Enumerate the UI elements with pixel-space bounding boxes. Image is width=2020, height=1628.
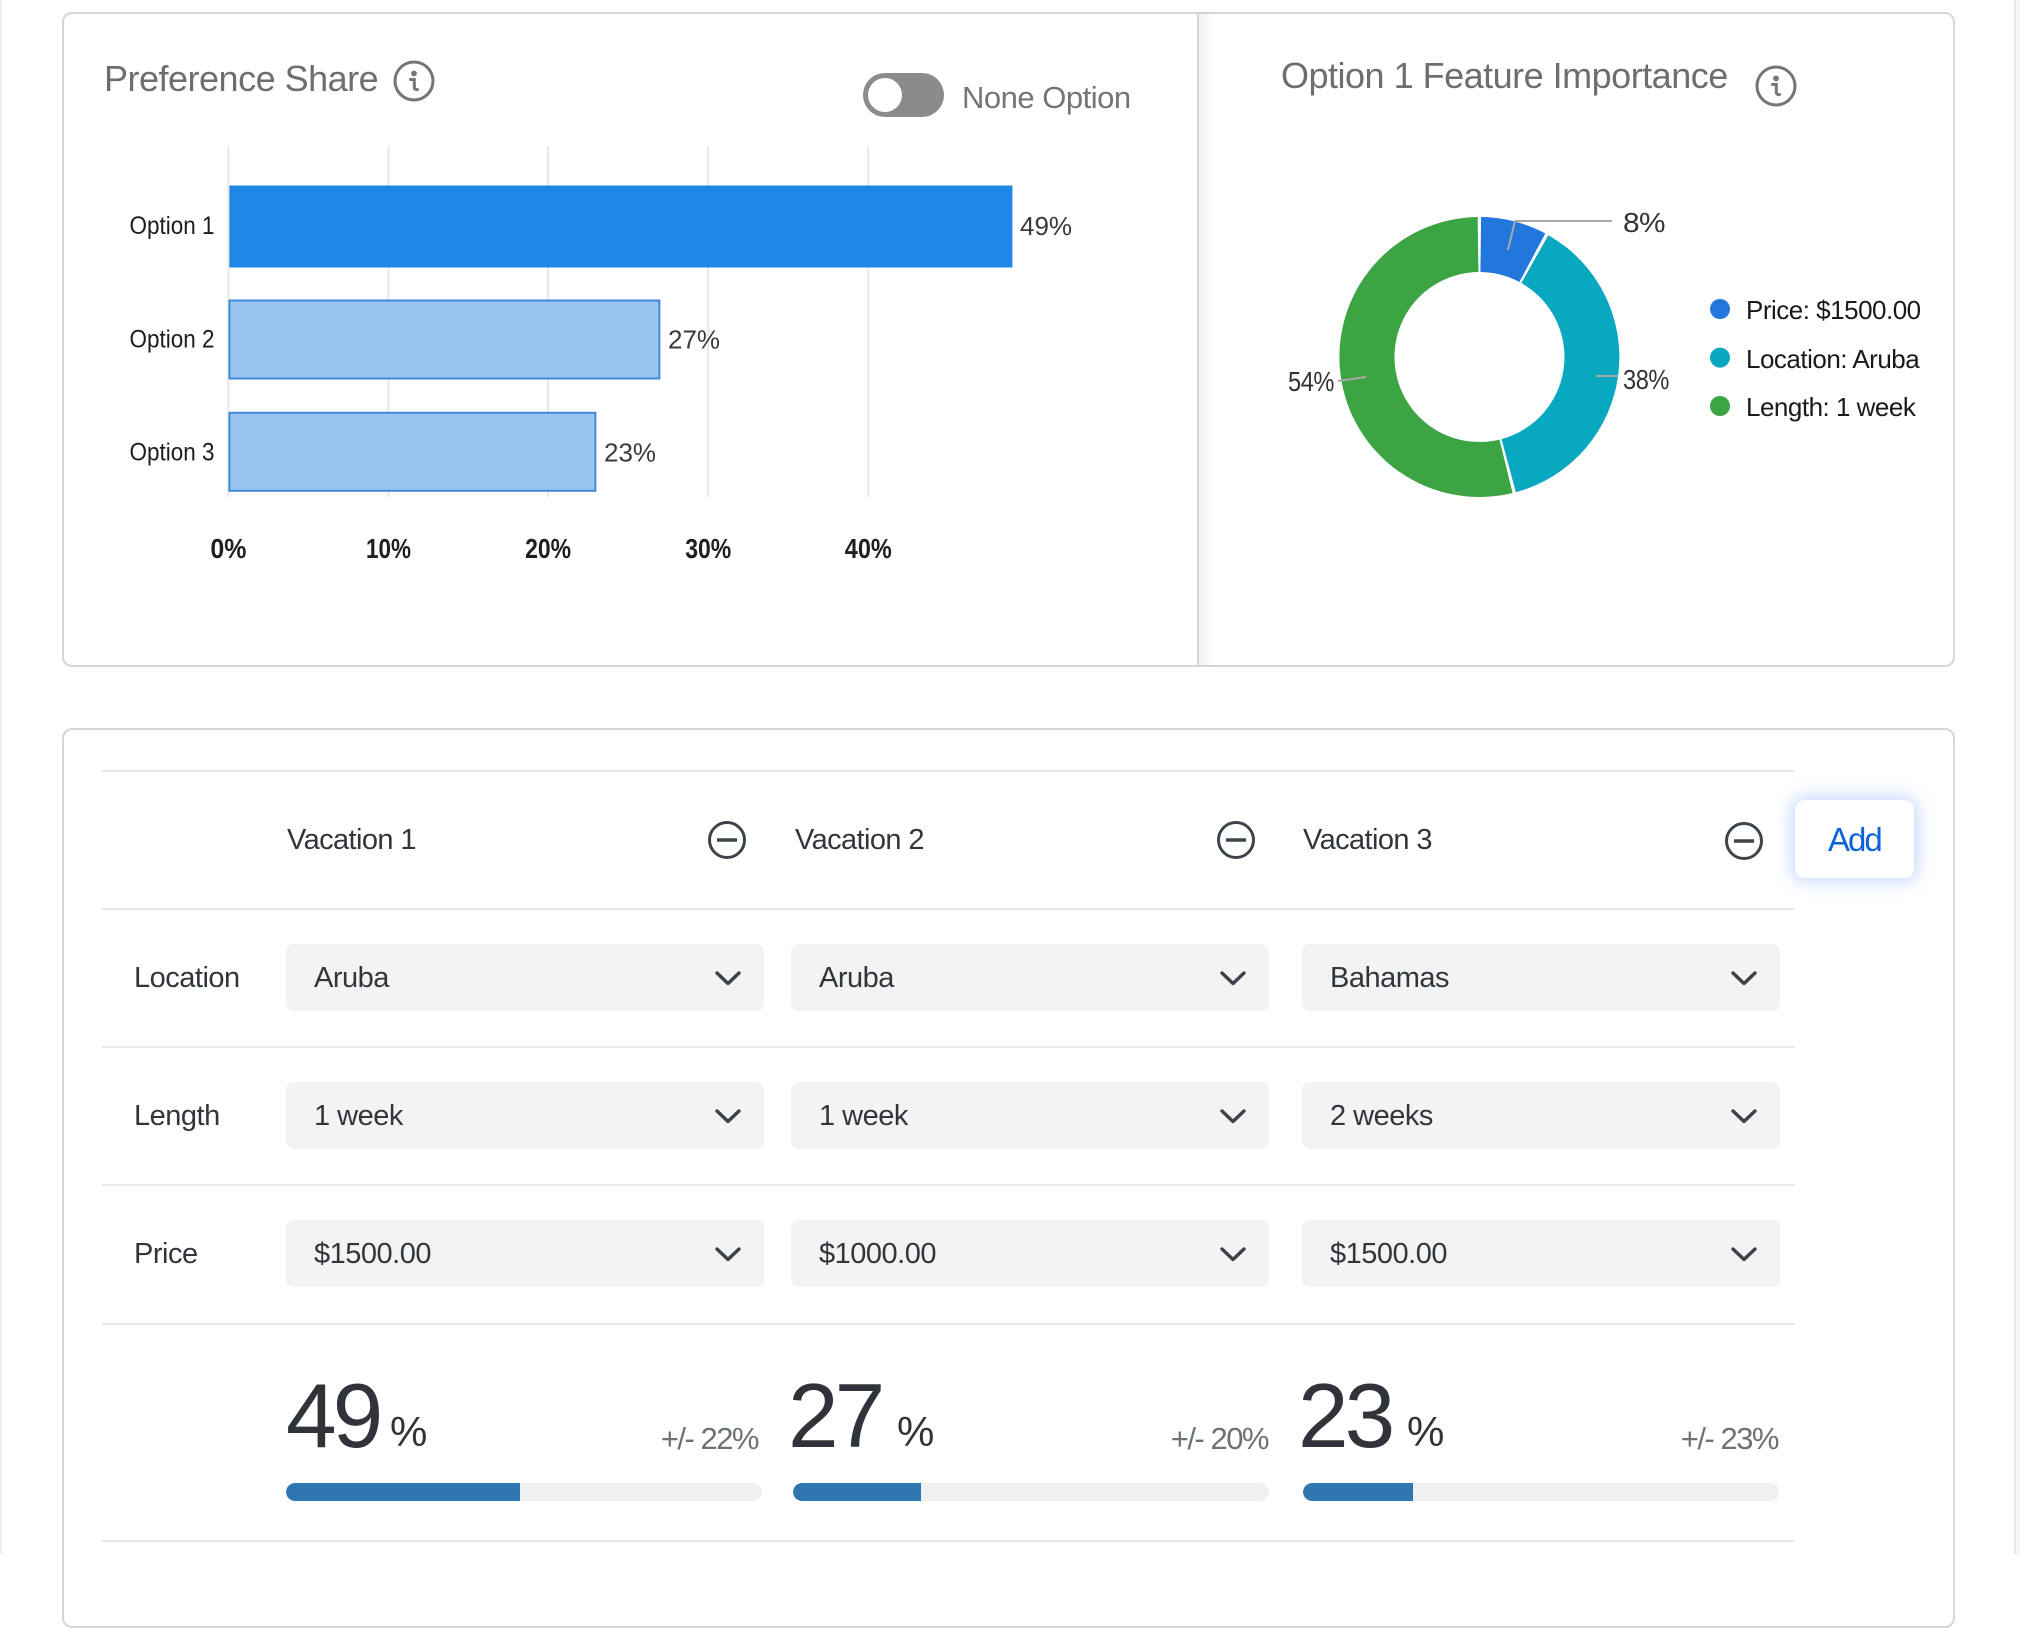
svg-text:23%: 23% (604, 438, 656, 468)
svg-text:0%: 0% (210, 533, 246, 564)
svg-text:10%: 10% (366, 533, 411, 564)
svg-text:54%: 54% (1288, 366, 1334, 397)
svg-text:Option 2: Option 2 (130, 326, 215, 354)
svg-text:40%: 40% (845, 533, 892, 564)
svg-text:Option 3: Option 3 (130, 439, 215, 467)
svg-text:Option 1: Option 1 (130, 212, 215, 240)
svg-text:27%: 27% (668, 325, 720, 355)
svg-text:30%: 30% (685, 533, 731, 564)
svg-text:49%: 49% (1020, 211, 1072, 241)
svg-text:20%: 20% (525, 533, 571, 564)
svg-text:38%: 38% (1623, 364, 1669, 395)
svg-text:Price: $1500.00: Price: $1500.00 (1746, 295, 1921, 325)
svg-text:Location: Aruba: Location: Aruba (1746, 344, 1920, 374)
svg-text:Length: 1 week: Length: 1 week (1746, 392, 1917, 422)
svg-text:8%: 8% (1623, 207, 1665, 238)
